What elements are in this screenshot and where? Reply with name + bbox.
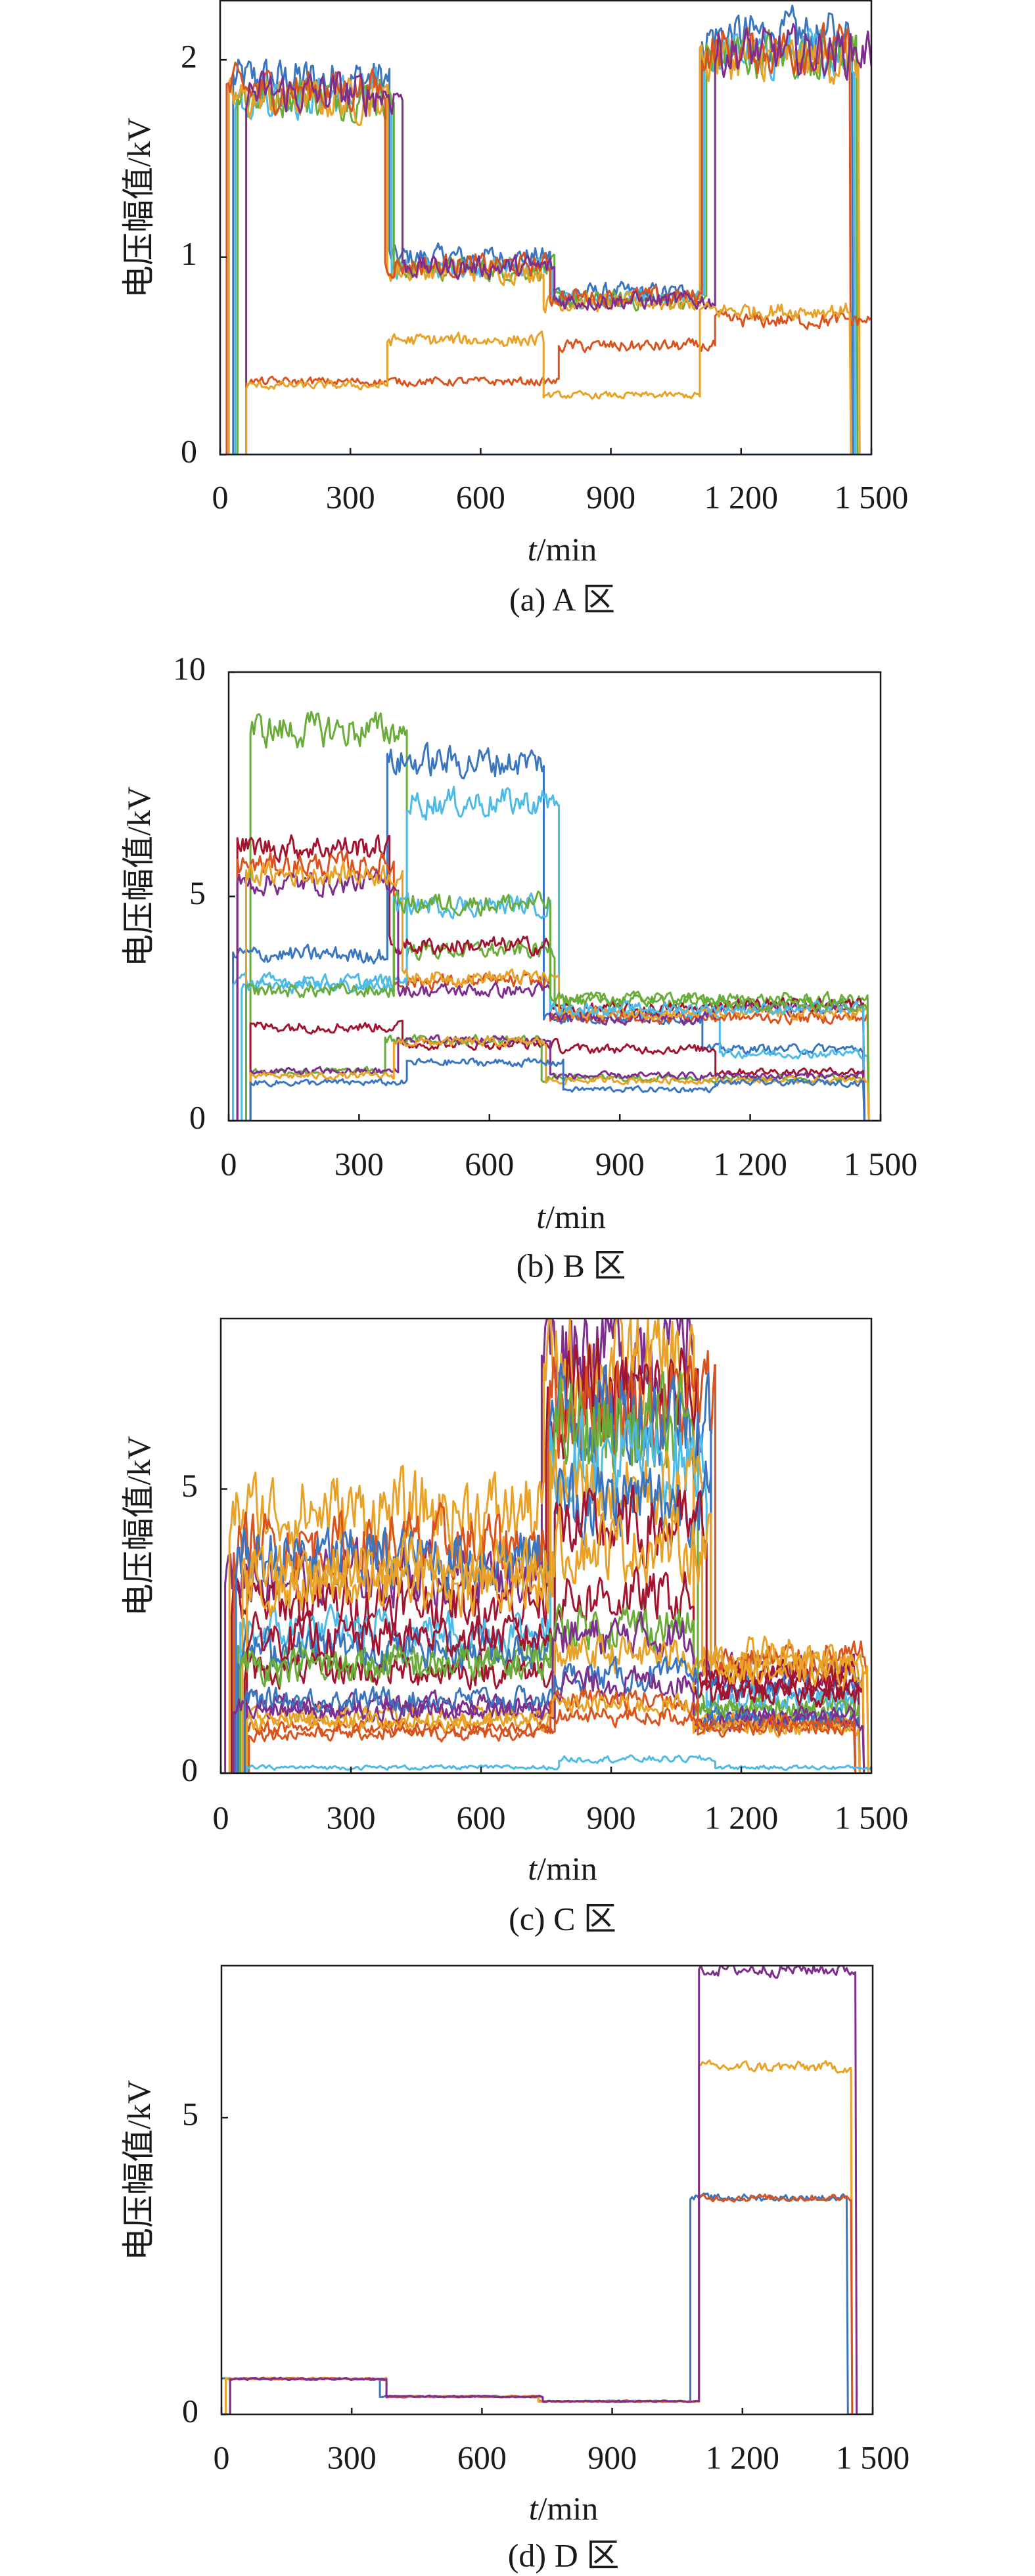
series-group: [221, 1319, 871, 1773]
series-line-12: [229, 1034, 881, 1121]
x-tick-label: 900: [587, 1799, 636, 1836]
series-group: [220, 5, 871, 455]
x-axis-label-var: t: [528, 531, 538, 568]
y-tick-label: 0: [182, 2392, 198, 2429]
plot-frame: [219, 0, 873, 456]
series-line-13: [221, 1603, 871, 1773]
series-line-11: [221, 1506, 871, 1773]
x-tick-label: 900: [587, 2439, 637, 2475]
x-tick-label: 0: [221, 1145, 237, 1182]
y-tick-label: 1: [181, 235, 197, 272]
plot-frame: [219, 1317, 873, 1774]
panel-a: 0 300 600 900 1 200 1 500 0 1 2 电压幅值/kV t/min (a) A…: [120, 0, 909, 618]
series-line-8: [220, 301, 871, 455]
x-tick-label: 600: [456, 478, 505, 515]
x-tick-label: 0: [212, 478, 229, 515]
x-axis-label: t/min: [529, 2490, 599, 2527]
panel-caption: (b) B 区: [517, 1247, 626, 1284]
x-axis-label: t/min: [528, 1850, 597, 1887]
series-line-17: [221, 1665, 871, 1773]
series-line-9: [229, 890, 881, 1121]
series-line-19: [221, 1692, 871, 1773]
y-tick-label: 10: [173, 650, 206, 687]
x-tick-label: 600: [465, 1145, 514, 1182]
series-group: [221, 1966, 873, 2414]
x-tick-label: 0: [214, 2439, 230, 2475]
series-line-4: [221, 1966, 873, 2414]
series-line-1: [229, 710, 881, 1121]
x-axis-label-var: t: [529, 2490, 539, 2527]
x-tick-label: 300: [334, 1145, 384, 1182]
y-tick-label: 5: [181, 1467, 198, 1504]
x-tick-label: 1 200: [704, 478, 779, 515]
x-tick-label: 0: [213, 1799, 229, 1836]
x-axis-label-unit: /min: [545, 1198, 606, 1235]
x-tick-label: 1 500: [835, 478, 909, 515]
x-tick-label: 1 500: [835, 1799, 909, 1836]
y-tick-label: 5: [189, 874, 206, 911]
series-line-13: [229, 1035, 881, 1121]
x-axis-label-unit: /min: [538, 2490, 599, 2527]
y-axis-label: 电压幅值/kV: [120, 786, 157, 967]
x-axis-label: t/min: [528, 531, 597, 568]
panel-d: 0 300 600 900 1 200 1 500 0 5 电压幅值/kV t/min (d) D …: [120, 1964, 910, 2573]
x-tick-label: 1 200: [706, 2439, 780, 2475]
plot-frame: [220, 1964, 874, 2416]
x-axis-label-unit: /min: [537, 531, 597, 568]
y-tick-label: 5: [182, 2096, 198, 2133]
y-tick-label: 0: [181, 432, 197, 469]
x-axis-label: t/min: [536, 1198, 606, 1235]
panel-c: 0 300 600 900 1 200 1 500 0 5 电压幅值/kV t/min (c) C …: [120, 1317, 909, 1937]
x-tick-label: 600: [457, 1799, 506, 1836]
series-line-7: [220, 310, 871, 455]
x-tick-label: 900: [595, 1145, 645, 1182]
x-axis-label-unit: /min: [537, 1850, 597, 1887]
x-tick-label: 1 500: [836, 2439, 910, 2475]
x-tick-label: 1 200: [704, 1799, 779, 1836]
y-axis-label: 电压幅值/kV: [120, 2080, 157, 2261]
x-tick-label: 1 500: [844, 1145, 918, 1182]
series-line-14: [229, 1057, 881, 1121]
x-tick-label: 300: [327, 2439, 377, 2475]
x-tick-label: 1 200: [713, 1145, 787, 1182]
series-line-2: [221, 2059, 873, 2414]
series-line-3: [221, 2193, 873, 2414]
panel-caption: (d) D 区: [508, 2537, 619, 2573]
x-axis-label-var: t: [536, 1198, 546, 1235]
y-tick-label: 0: [181, 1751, 198, 1788]
series-line-8: [229, 892, 881, 1121]
x-tick-label: 900: [586, 478, 635, 515]
x-axis-label-var: t: [528, 1850, 538, 1887]
series-line-20: [221, 1706, 871, 1773]
y-tick-label: 2: [181, 38, 197, 75]
series-group: [229, 710, 881, 1121]
series-line-6: [220, 23, 871, 455]
y-axis-label: 电压幅值/kV: [120, 118, 157, 298]
series-line-4: [221, 1350, 871, 1773]
panel-caption: (a) A 区: [509, 581, 615, 618]
x-tick-label: 300: [327, 1799, 376, 1836]
plot-frame: [227, 671, 882, 1122]
y-tick-label: 0: [189, 1098, 206, 1135]
panel-caption: (c) C 区: [509, 1900, 616, 1937]
series-line-1: [221, 2192, 873, 2414]
x-tick-label: 300: [326, 478, 375, 515]
series-line-8: [221, 1447, 871, 1773]
x-tick-label: 600: [457, 2439, 507, 2475]
series-line-2: [229, 742, 881, 1121]
series-line-10: [229, 1020, 881, 1121]
panel-b: 0 300 600 900 1 200 1 500 0 5 10 电压幅值/kV t/min (b) …: [120, 650, 917, 1284]
y-axis-label: 电压幅值/kV: [120, 1436, 157, 1617]
series-line-21: [221, 1754, 871, 1773]
